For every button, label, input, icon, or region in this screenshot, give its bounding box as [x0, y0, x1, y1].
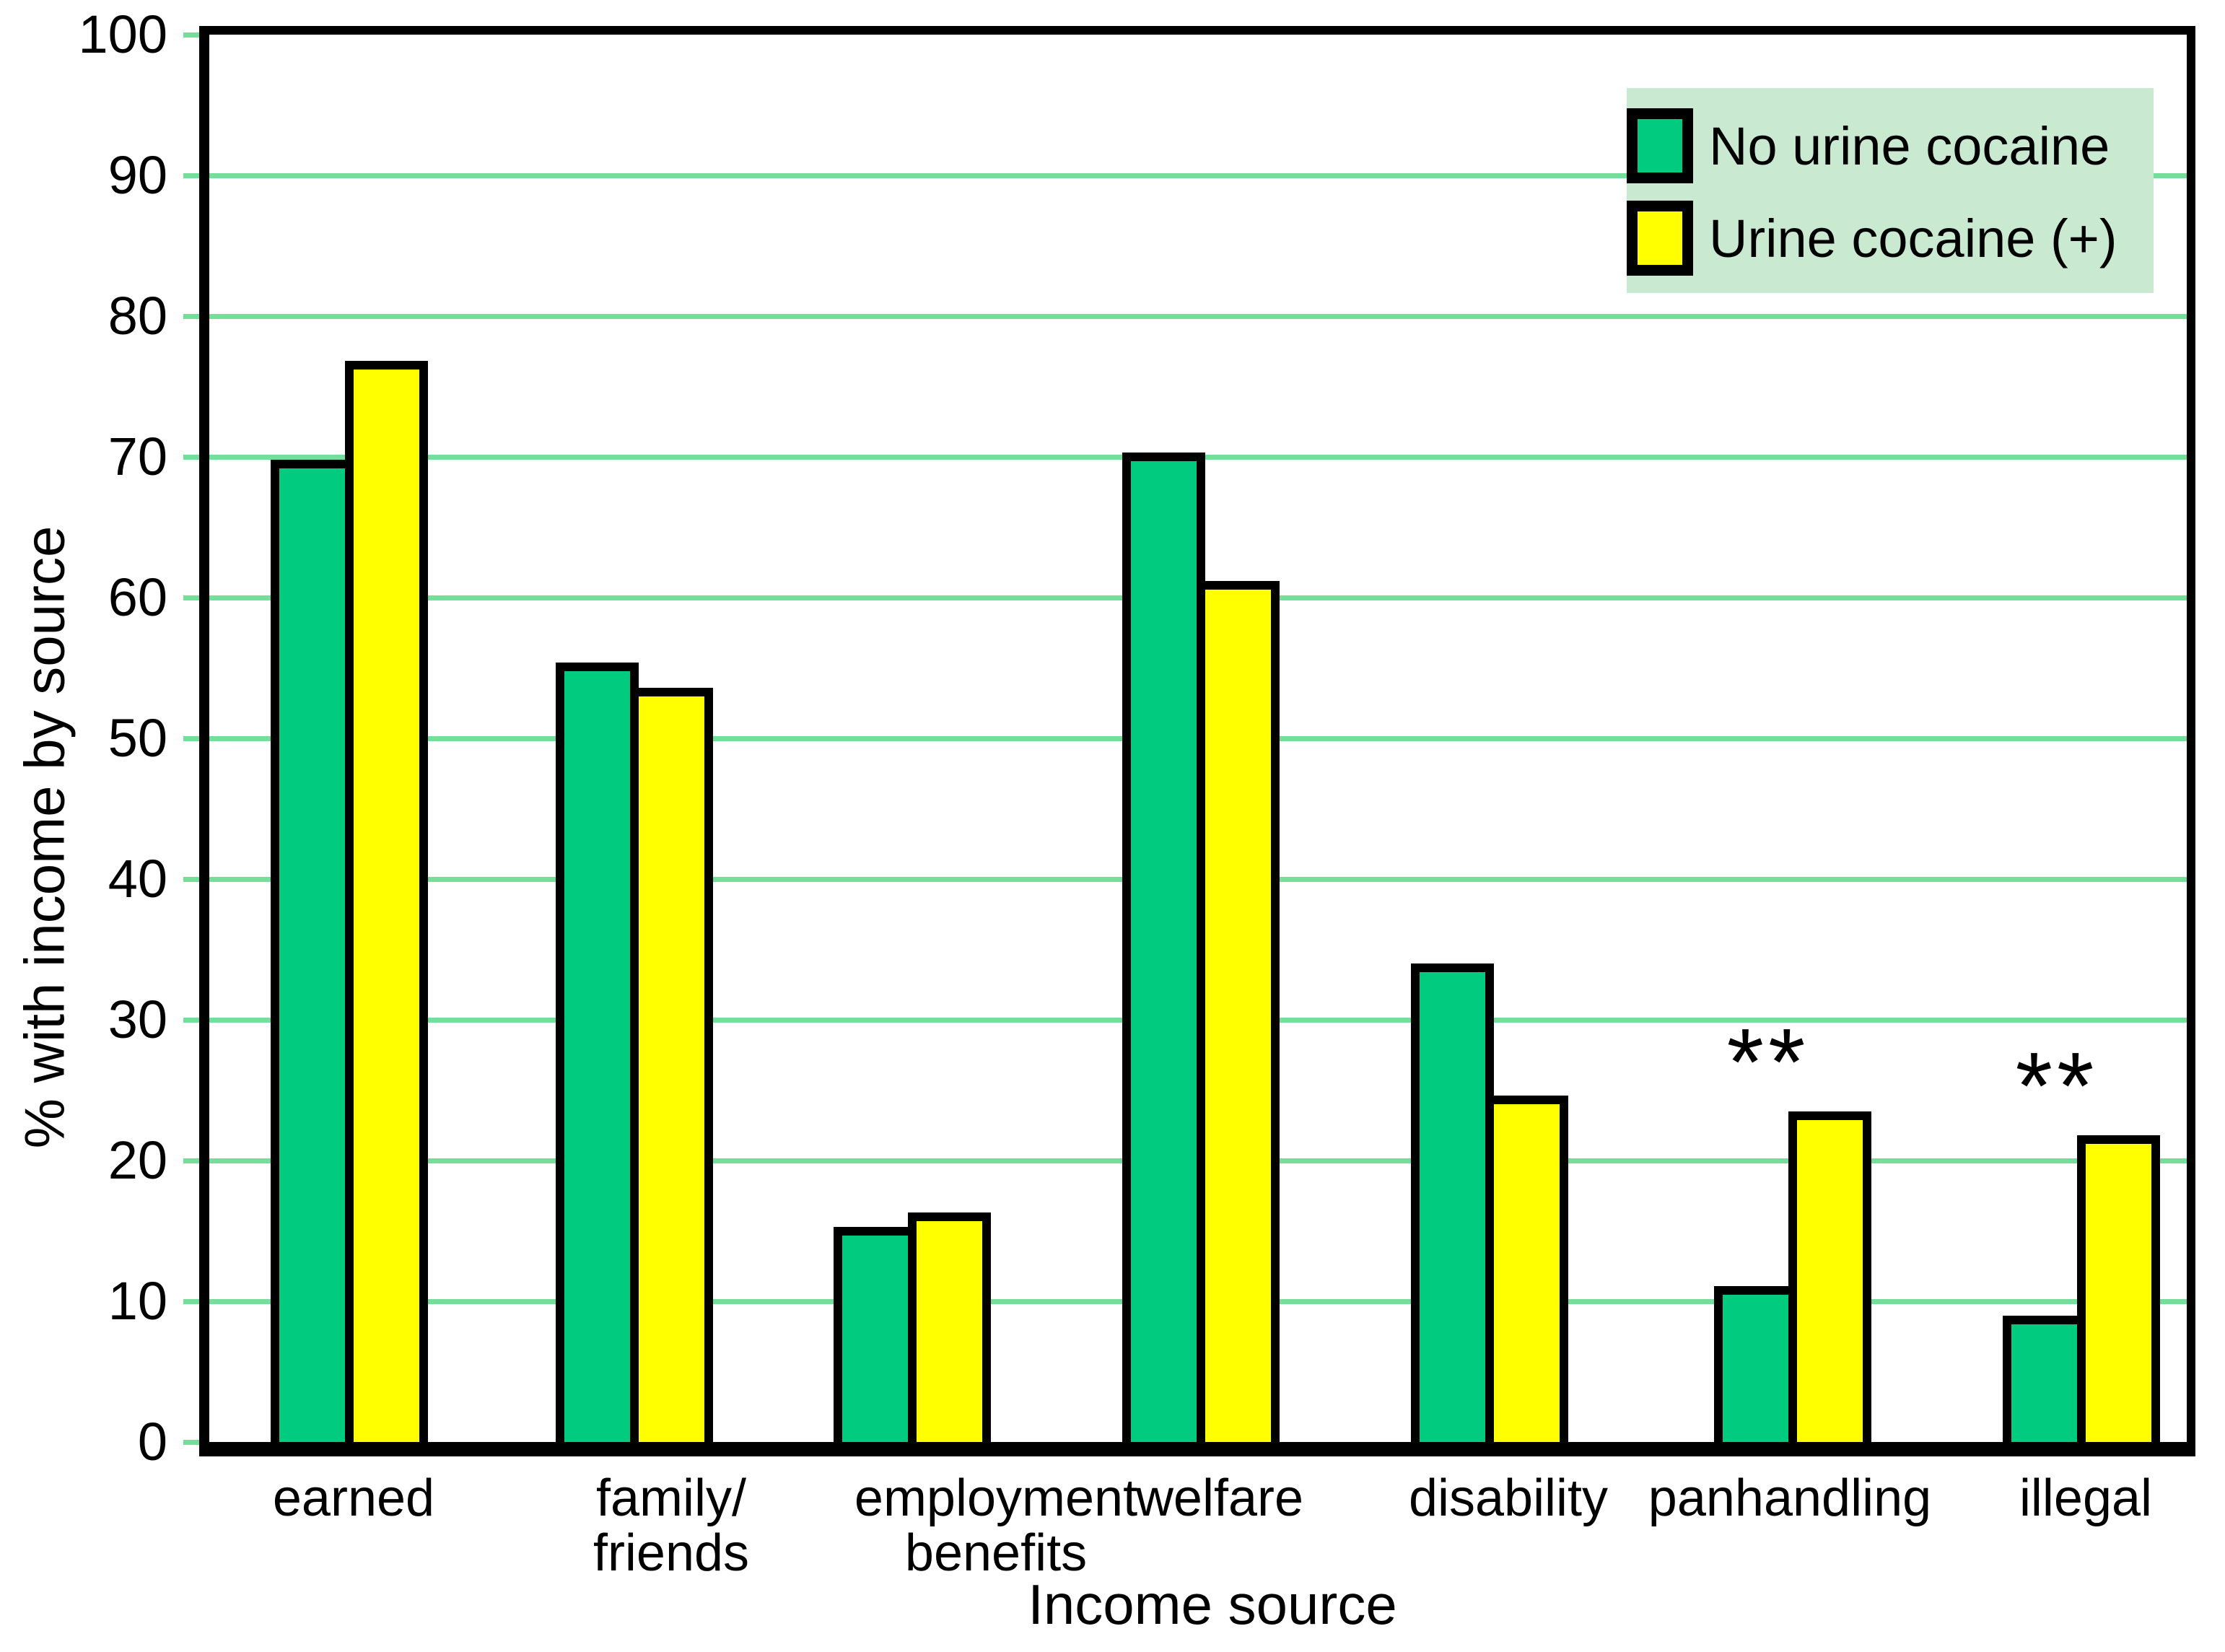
- bar-no-urine-cocaine: [1122, 453, 1205, 1442]
- y-tick-label-40: 40: [108, 849, 167, 909]
- x-category-label: illegal: [2019, 1469, 2153, 1527]
- y-tick-100: [183, 32, 199, 38]
- y-tick-label-60: 60: [108, 567, 167, 627]
- legend-swatch-urine-cocaine-positive: [1627, 201, 1693, 276]
- y-tick-label-50: 50: [108, 708, 167, 768]
- bar-no-urine-cocaine: [2003, 1315, 2086, 1442]
- y-tick-90: [183, 172, 199, 178]
- bar-urine-cocaine-positive: [908, 1212, 991, 1442]
- y-tick-label-20: 20: [108, 1130, 167, 1190]
- plot-area: ** **: [209, 35, 2187, 1442]
- legend-label-no-urine-cocaine: No urine cocaine: [1709, 115, 2110, 176]
- bar-urine-cocaine-positive: [1788, 1111, 1871, 1442]
- bar-no-urine-cocaine: [271, 459, 354, 1442]
- y-tick-30: [183, 1017, 199, 1023]
- significance-marker-panhandling: **: [1726, 1008, 1810, 1115]
- x-category-label: panhandling: [1648, 1469, 1932, 1527]
- legend-label-urine-cocaine-positive: Urine cocaine (+): [1709, 208, 2117, 268]
- y-tick-label-0: 0: [137, 1412, 167, 1472]
- x-category-label: earned: [272, 1469, 435, 1527]
- bar-no-urine-cocaine: [1411, 963, 1494, 1442]
- plot-frame: [199, 26, 2195, 1456]
- bar-no-urine-cocaine: [834, 1226, 917, 1442]
- bar-no-urine-cocaine: [556, 662, 639, 1442]
- x-axis-title: Income source: [1028, 1573, 1397, 1636]
- bar-no-urine-cocaine: [1714, 1285, 1797, 1442]
- bar-urine-cocaine-positive: [345, 361, 428, 1442]
- significance-marker-illegal: **: [2015, 1032, 2099, 1139]
- gridline-90: [209, 172, 2187, 178]
- y-tick-label-100: 100: [78, 4, 167, 64]
- gridline-80: [209, 313, 2187, 319]
- y-tick-70: [183, 454, 199, 460]
- y-tick-label-80: 80: [108, 286, 167, 346]
- y-tick-40: [183, 876, 199, 882]
- x-category-label: family/friends: [593, 1469, 750, 1582]
- y-tick-label-90: 90: [108, 145, 167, 205]
- y-tick-10: [183, 1298, 199, 1304]
- bar-urine-cocaine-positive: [1197, 580, 1280, 1442]
- x-category-label: welfare: [1135, 1469, 1304, 1527]
- x-category-label: disability: [1408, 1469, 1609, 1527]
- y-tick-80: [183, 313, 199, 319]
- y-tick-label-70: 70: [108, 427, 167, 486]
- y-tick-label-10: 10: [108, 1271, 167, 1331]
- y-tick-label-30: 30: [108, 989, 167, 1049]
- bar-urine-cocaine-positive: [2077, 1135, 2160, 1442]
- legend: No urine cocaine Urine cocaine (+): [1627, 88, 2154, 293]
- legend-swatch-no-urine-cocaine: [1627, 108, 1693, 183]
- x-category-label: employment benefits: [854, 1469, 1138, 1582]
- y-tick-20: [183, 1158, 199, 1163]
- y-tick-50: [183, 735, 199, 741]
- y-tick-0: [183, 1439, 199, 1445]
- bar-urine-cocaine-positive: [630, 687, 713, 1442]
- bar-urine-cocaine-positive: [1485, 1096, 1568, 1442]
- y-tick-60: [183, 595, 199, 600]
